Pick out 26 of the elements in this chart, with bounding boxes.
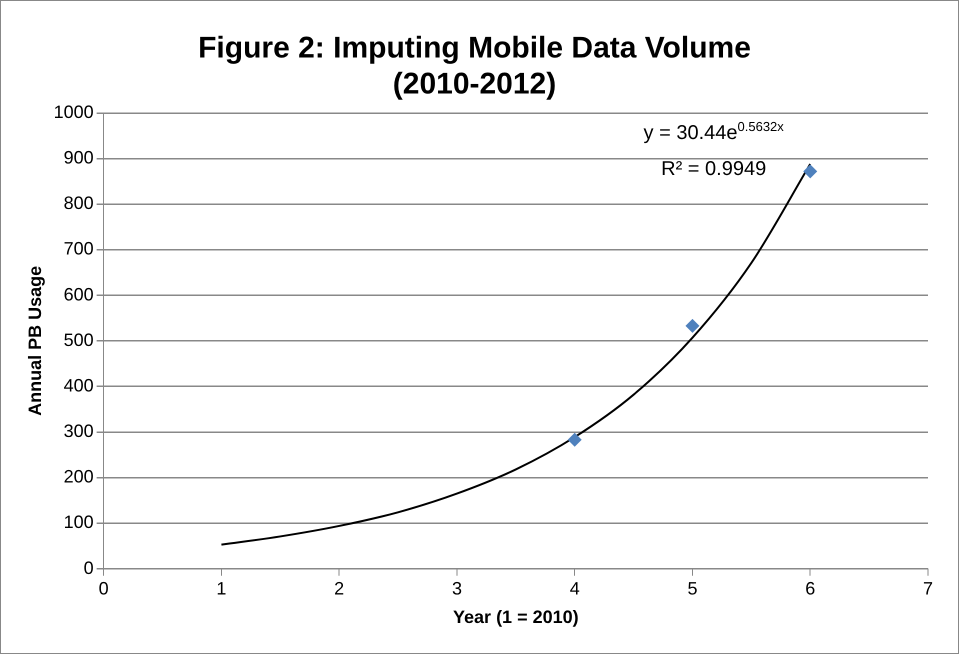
y-axis-title: Annual PB Usage <box>24 266 45 416</box>
x-tick-label: 3 <box>452 578 462 599</box>
x-tick-label: 4 <box>570 578 580 599</box>
y-tick-label: 300 <box>64 421 94 442</box>
y-tick-label: 100 <box>64 512 94 532</box>
x-tick-label: 2 <box>334 578 344 599</box>
point <box>685 318 700 333</box>
y-tick-label: 1000 <box>54 102 94 122</box>
x-tick-label: 6 <box>805 578 816 599</box>
annotation: R² = 0.9949 <box>661 158 766 180</box>
y-tick-label: 200 <box>64 466 94 487</box>
x-axis-title: Year (1 = 2010) <box>453 607 579 628</box>
y-tick-label: 500 <box>64 330 94 350</box>
x-tick-label: 1 <box>216 578 226 599</box>
point <box>568 432 582 447</box>
y-tick-label: 900 <box>64 148 94 168</box>
x-tick-label: 0 <box>98 578 109 599</box>
y-tick-label: 400 <box>64 375 94 396</box>
x-tick-label: 7 <box>922 578 934 599</box>
chart-title: Figure 2: Imputing Mobile Data Volume (2010-2012) <box>198 31 751 100</box>
y-tick-label: 800 <box>64 193 94 214</box>
x-tick-label: 5 <box>687 578 698 599</box>
y-tick-label: 700 <box>64 238 94 259</box>
point <box>803 164 818 178</box>
y-tick-label: 600 <box>64 284 94 304</box>
y-tick-label: 0 <box>84 558 94 578</box>
